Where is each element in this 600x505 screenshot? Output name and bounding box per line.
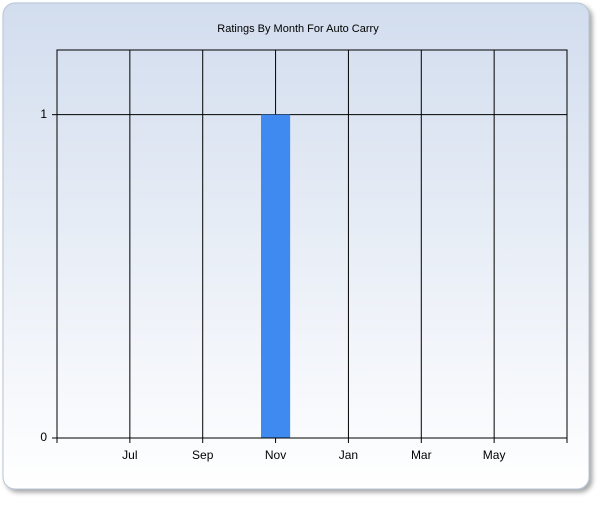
bar <box>261 114 291 439</box>
x-tick-label: Jan <box>339 448 358 462</box>
x-tick-label: Jul <box>122 448 137 462</box>
x-tick-label: Mar <box>411 448 432 462</box>
chart-title: Ratings By Month For Auto Carry <box>217 23 379 35</box>
chart-frame <box>2 2 590 490</box>
x-tick-label: May <box>483 448 506 462</box>
y-tick-label: 0 <box>40 430 47 444</box>
x-tick-label: Nov <box>265 448 286 462</box>
x-tick-label: Sep <box>192 448 214 462</box>
y-tick-label: 1 <box>40 107 47 121</box>
